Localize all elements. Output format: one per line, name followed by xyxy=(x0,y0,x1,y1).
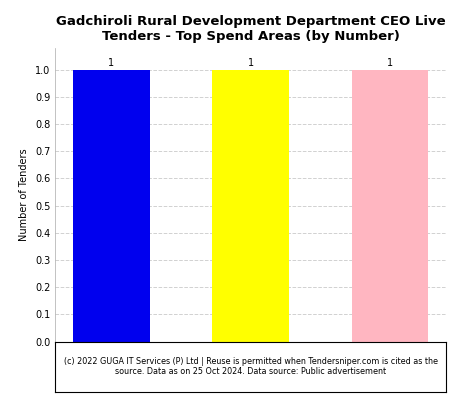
Bar xyxy=(212,70,288,342)
Bar xyxy=(351,70,427,342)
Title: Gadchiroli Rural Development Department CEO Live
Tenders - Top Spend Areas (by N: Gadchiroli Rural Development Department … xyxy=(56,15,445,43)
Text: (c) 2022 GUGA IT Services (P) Ltd | Reuse is permitted when Tendersniper.com is : (c) 2022 GUGA IT Services (P) Ltd | Reus… xyxy=(63,357,437,376)
Text: 1: 1 xyxy=(386,58,392,68)
Text: 1: 1 xyxy=(108,58,114,68)
X-axis label: Top Spend Procurement Categories: Top Spend Procurement Categories xyxy=(146,374,354,386)
Y-axis label: Number of Tenders: Number of Tenders xyxy=(19,148,29,241)
Bar xyxy=(73,70,149,342)
Text: 1: 1 xyxy=(247,58,253,68)
